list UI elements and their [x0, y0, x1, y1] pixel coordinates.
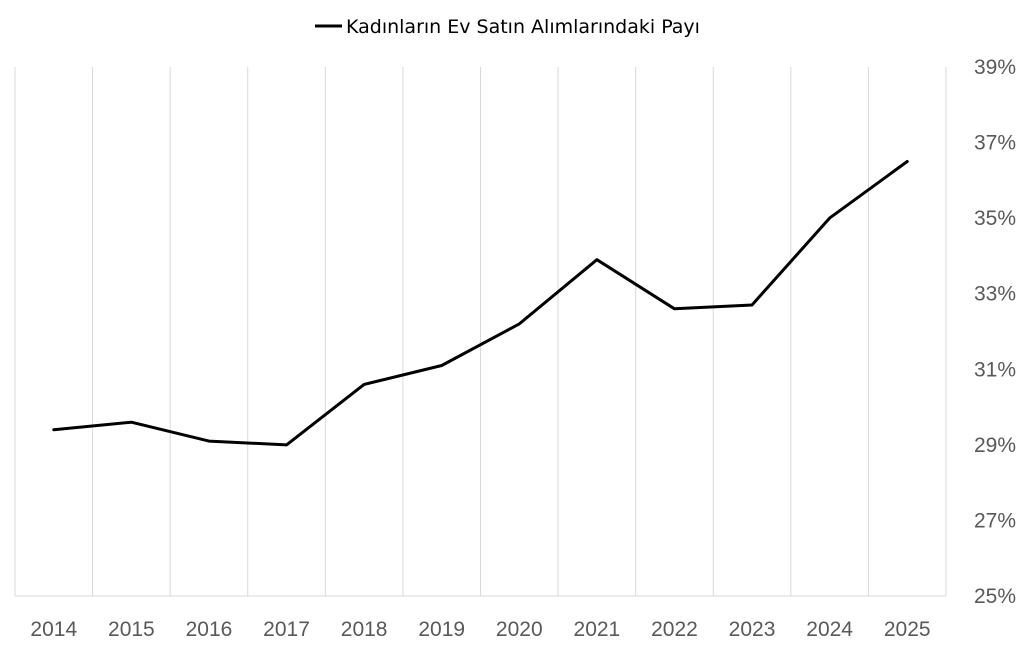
series-layer: [52, 160, 909, 447]
y-tick-label: 37%: [974, 132, 1016, 155]
grid-layer: [14, 67, 947, 596]
legend: Kadınların Ev Satın Alımlarındaki Payı: [315, 16, 700, 38]
y-tick-label: 29%: [974, 434, 1016, 457]
y-tick-label: 31%: [974, 358, 1016, 381]
x-tick-label: 2021: [574, 618, 621, 641]
x-tick-label: 2025: [884, 618, 931, 641]
y-tick-label: 33%: [974, 283, 1016, 306]
x-tick-label: 2022: [651, 618, 698, 641]
x-tick-label: 2014: [30, 618, 77, 641]
x-tick-label: 2024: [806, 618, 853, 641]
x-tick-label: 2023: [729, 618, 776, 641]
x-tick-label: 2019: [418, 618, 465, 641]
x-tick-label: 2015: [108, 618, 155, 641]
y-tick-label: 35%: [974, 207, 1016, 230]
y-tick-label: 27%: [974, 509, 1016, 532]
x-tick-label: 2017: [263, 618, 310, 641]
y-tick-label: 25%: [974, 585, 1016, 608]
x-tick-label: 2018: [341, 618, 388, 641]
x-tick-label: 2016: [186, 618, 233, 641]
label-layer: 2014 2015 2016 2017 2018 2019 2020 2021 2022 2023…: [30, 56, 1016, 641]
series-line: [52, 160, 909, 447]
legend-label: Kadınların Ev Satın Alımlarındaki Payı: [346, 16, 700, 38]
x-tick-label: 2020: [496, 618, 543, 641]
y-tick-label: 39%: [974, 56, 1016, 79]
